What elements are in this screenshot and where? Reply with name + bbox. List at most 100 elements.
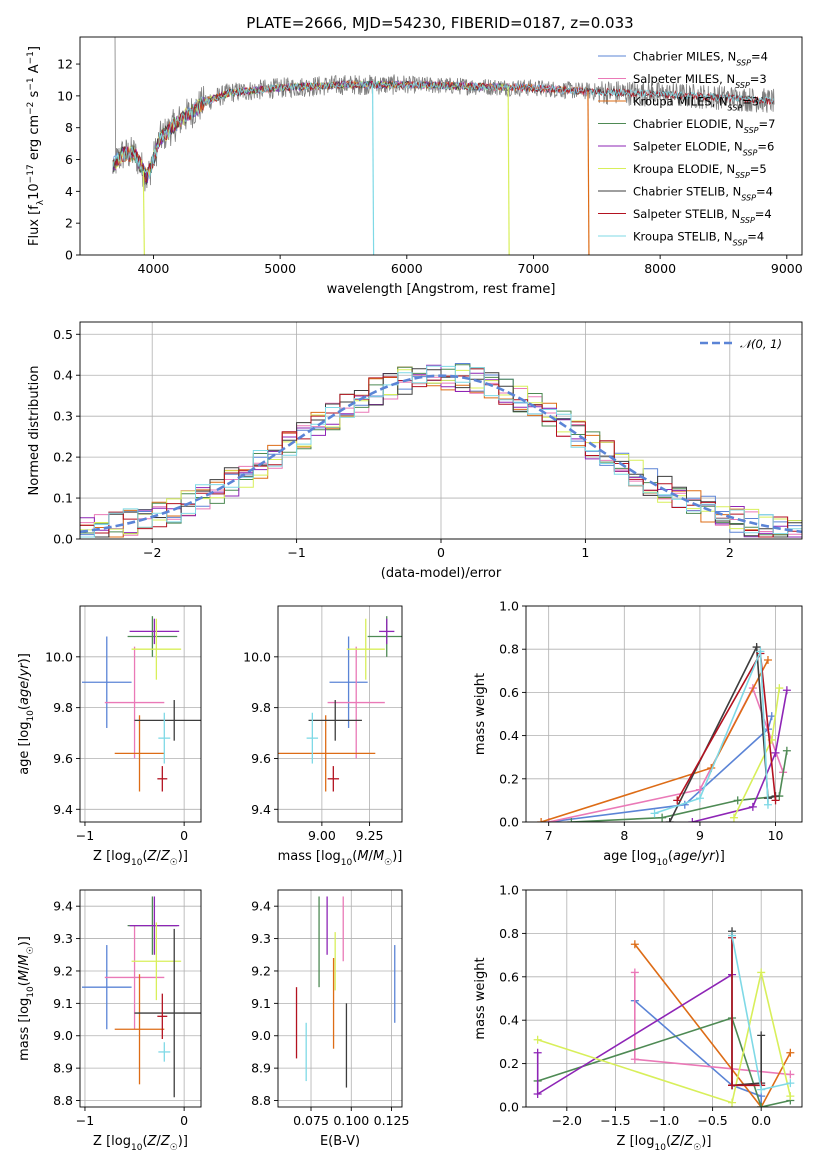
y-tick-label: 9.8: [53, 700, 73, 715]
legend-entry: Chabrier ELODIE, NSSP=7: [633, 117, 775, 135]
axes-frame: [79, 889, 202, 1108]
y-axis-label: mass weight: [473, 957, 488, 1039]
y-tick-label: 0.6: [499, 685, 519, 700]
x-tick-label: −1.5: [600, 1113, 630, 1128]
x-tick-label: 6000: [391, 261, 423, 276]
x-tick-label: −1: [76, 828, 94, 843]
y-tick-label: 0.3: [53, 409, 73, 424]
mass-weight-line: [634, 1000, 762, 1107]
x-axis-label: (data-model)/error: [381, 566, 502, 581]
y-tick-label: 9.3: [53, 931, 73, 946]
x-tick-label: 7000: [518, 261, 550, 276]
spectrum-legend: Chabrier MILES, NSSP=4 Salpeter MILES, NS…: [598, 50, 775, 247]
residual-histogram-step: [80, 366, 802, 538]
y-tick-label: 9.6: [53, 751, 73, 766]
x-tick-label: 0: [180, 828, 188, 843]
y-tick-label: 0.0: [53, 532, 73, 547]
x-tick-label: −1: [287, 545, 305, 560]
panel-spectrum: 4000 5000 6000 7000 8000 9000 0 2 4 6 8 10 12 wavelen…: [26, 36, 803, 297]
y-tick-label: 1.0: [499, 883, 519, 898]
x-tick-label: 0.125: [374, 1113, 410, 1128]
legend-entry: Chabrier MILES, NSSP=4: [633, 50, 768, 68]
mass-weight-marker: [757, 968, 766, 977]
panels: 4000 5000 6000 7000 8000 9000024681012wavelen…: [17, 36, 803, 1153]
residual-histogram-step: [80, 365, 802, 538]
x-tick-label: −1: [76, 1113, 94, 1128]
y-tick-label: 0.5: [53, 327, 73, 342]
y-tick-label: 8: [65, 120, 73, 135]
panel-age-vs-mass: 9.00 9.25 9.4 9.6 9.8 10.0 mass [log10(M/M☉)]: [243, 605, 403, 868]
y-tick-label: 0.6: [499, 969, 519, 984]
y-tick-label: 9.4: [251, 899, 271, 914]
mass-weight-marker: [665, 818, 674, 822]
y-tick-label: 8.8: [251, 1093, 271, 1108]
mass-weight-marker: [757, 1103, 766, 1107]
spectrum-drop-line: [507, 87, 510, 255]
x-axis-label: Z [log10(Z/Z☉)]: [93, 849, 188, 868]
x-tick-label: 9.00: [308, 828, 336, 843]
mass-weight-marker: [786, 1070, 795, 1079]
plot-area-mass-weight-vs-age: [537, 643, 791, 822]
y-axis-label: Normed distribution: [27, 366, 42, 496]
axes-frame: [79, 36, 803, 256]
figure-title: PLATE=2666, MJD=54230, FIBERID=0187, z=0…: [246, 14, 633, 32]
x-tick-label: 5000: [264, 261, 296, 276]
y-axis-label: mass [log10(M/M☉)]: [17, 936, 36, 1061]
x-tick-label: 0.075: [293, 1113, 329, 1128]
y-tick-label: 0.0: [499, 815, 519, 830]
legend-entry: Salpeter ELODIE, NSSP=6: [633, 140, 774, 158]
mass-weight-marker: [695, 794, 704, 803]
mass-weight-marker: [767, 712, 776, 721]
mass-weight-marker: [729, 813, 738, 822]
normal-distribution-curve: [80, 374, 802, 534]
mass-weight-marker: [728, 931, 737, 940]
axes-frame: [277, 605, 403, 823]
y-tick-label: 9.2: [53, 963, 73, 978]
y-tick-label: 0.8: [499, 926, 519, 941]
mass-weight-line: [668, 644, 776, 822]
panel-mass-vs-EBV: 0.075 0.100 0.125 8.8 8.9 9.0 9.1 9.2 9.3 9.4 E(B-…: [251, 889, 410, 1149]
y-tick-label: 9.4: [53, 899, 73, 914]
legend-entry: Salpeter STELIB, NSSP=4: [633, 207, 772, 225]
x-tick-label: 4000: [138, 261, 170, 276]
panel-residuals: −2 −1 0 1 2 0.0 0.1 0.2 0.3 0.4 0.5 (data-model)/er…: [27, 321, 803, 581]
mass-weight-marker: [688, 818, 697, 822]
y-tick-label: 0.0: [499, 1100, 519, 1115]
x-tick-label: 0.0: [751, 1113, 771, 1128]
spectrum-drop-line: [587, 91, 590, 255]
x-tick-label: 8000: [644, 261, 676, 276]
model-spectrum-line: [112, 80, 774, 185]
y-axis-label: age [log10(age/yr)]: [17, 653, 36, 775]
mass-weight-marker: [728, 1081, 737, 1090]
mass-weight-marker: [763, 656, 772, 664]
y-tick-label: 9.1: [251, 996, 271, 1011]
mass-weight-marker: [763, 800, 772, 809]
y-tick-label: 10: [57, 88, 73, 103]
mass-weight-marker: [771, 748, 780, 757]
y-tick-label: 4: [65, 184, 73, 199]
legend-entry: Kroupa MILES, NSSP=3: [633, 95, 759, 113]
mass-weight-marker: [756, 647, 765, 656]
panel-age-vs-Z: −1 0 9.4 9.6 9.8 10.0 Z [log10(Z/Z☉)] age [log1…: [17, 605, 202, 868]
mass-weight-marker: [630, 968, 639, 977]
mass-weight-marker: [757, 1031, 766, 1040]
y-tick-label: 0.2: [53, 450, 73, 465]
mass-weight-marker: [733, 796, 742, 805]
mass-weight-marker: [533, 1089, 542, 1098]
mass-weight-marker: [630, 1055, 639, 1064]
mass-weight-line: [634, 943, 792, 1107]
mass-weight-marker: [782, 686, 791, 695]
x-tick-label: −1.0: [649, 1113, 679, 1128]
y-tick-label: 9.1: [53, 996, 73, 1011]
mass-weight-marker: [757, 1085, 766, 1094]
mass-weight-marker: [658, 813, 667, 822]
y-tick-label: 8.9: [53, 1061, 73, 1076]
y-tick-label: 9.6: [251, 751, 271, 766]
plot-area-spectrum: [112, 37, 775, 255]
mass-weight-line: [548, 715, 773, 822]
legend-entry: Kroupa ELODIE, NSSP=5: [633, 162, 767, 180]
spectrum-drop-line: [142, 170, 145, 255]
x-tick-label: 10: [768, 828, 784, 843]
